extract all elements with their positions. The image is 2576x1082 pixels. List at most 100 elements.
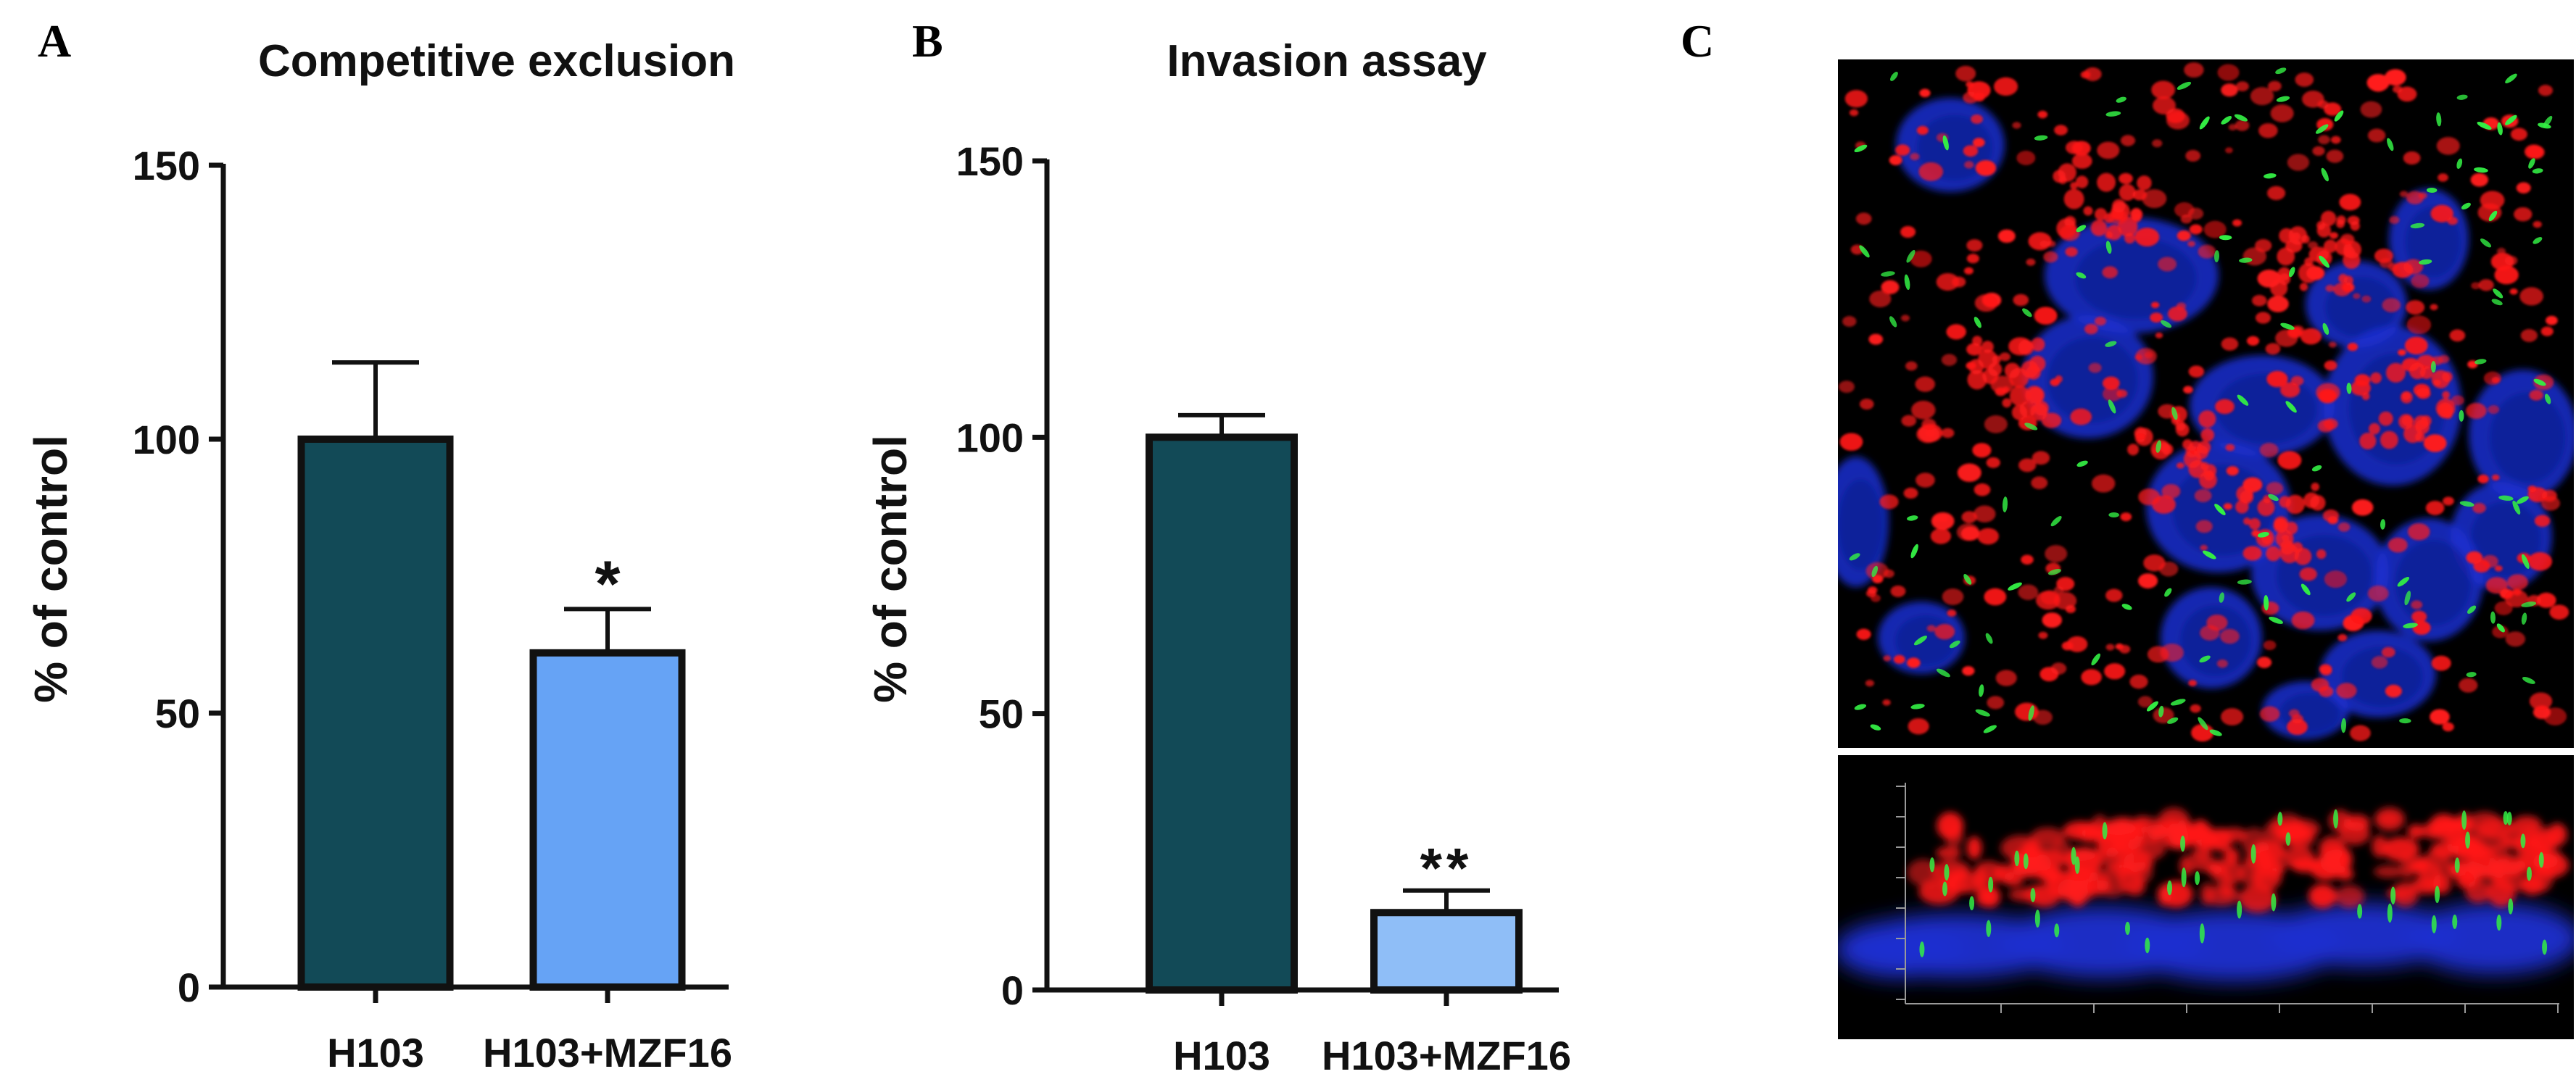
cell-cluster-dot	[2409, 362, 2426, 380]
cell-cluster-dot	[1972, 336, 1983, 346]
cell-speckle	[2151, 80, 2176, 99]
side-bacterium	[1919, 941, 1925, 957]
cell-speckle	[2292, 325, 2304, 335]
cell-cluster-dot	[2437, 402, 2453, 419]
cell-speckle	[2102, 266, 2119, 279]
cell-speckle	[2322, 509, 2340, 523]
cell-cluster-dot	[1981, 341, 1994, 353]
cell-speckle	[2091, 474, 2116, 493]
cell-speckle	[2300, 328, 2322, 345]
cell-speckle	[2045, 545, 2068, 562]
bacterium	[2177, 81, 2192, 90]
cell-speckle	[2418, 192, 2427, 199]
bacterium	[1975, 709, 1990, 717]
cell-speckle	[1905, 361, 1918, 371]
cell-speckle	[2411, 610, 2427, 623]
cell-cluster-dot	[2370, 372, 2382, 384]
cell-speckle	[2263, 640, 2277, 651]
cell-speckle	[2412, 620, 2431, 635]
cell-cluster-dot	[2056, 218, 2077, 239]
bacterium	[2209, 729, 2222, 736]
cell-speckle	[2026, 258, 2036, 266]
bacterium	[2410, 222, 2425, 229]
cell-speckle	[2431, 655, 2451, 671]
cell-cluster-dot	[2378, 411, 2393, 426]
cell-cluster-dot	[2200, 462, 2209, 470]
cell-cluster-dot	[2055, 375, 2063, 383]
cell-speckle	[2291, 611, 2315, 630]
y-tick-label: 100	[133, 417, 200, 462]
cell-speckle	[2470, 172, 2489, 187]
cell-speckle	[2232, 219, 2242, 227]
cell-speckle	[1955, 65, 1976, 82]
side-cell-speckle	[2512, 815, 2541, 832]
cell-speckle	[1997, 229, 2016, 244]
cell-speckle	[1869, 290, 1892, 308]
cell-cluster-dot	[2316, 250, 2332, 266]
cell-speckle	[1962, 666, 1975, 676]
side-cell-speckle	[2190, 849, 2212, 861]
bacterium	[2105, 241, 2112, 254]
side-bacterium	[2102, 822, 2108, 840]
cell-speckle	[2120, 512, 2132, 522]
side-cell-speckle	[2283, 824, 2316, 849]
cell-speckle	[2367, 128, 2386, 143]
y-tick-label: 50	[979, 691, 1024, 737]
bacterium	[2105, 341, 2117, 347]
cell-speckle	[2217, 64, 2240, 81]
cell-speckle	[1975, 159, 1997, 176]
side-nucleus	[1838, 920, 1965, 978]
bacterium	[2459, 501, 2474, 507]
cell-speckle	[2043, 251, 2058, 263]
bacterium	[2146, 701, 2158, 712]
bacterium	[1963, 574, 1972, 585]
cell-speckle	[2084, 323, 2098, 335]
side-cell-speckle	[1936, 846, 1962, 860]
cell-speckle	[2266, 482, 2284, 496]
cell-speckle	[2520, 329, 2538, 342]
x-tick-label: H103	[327, 1030, 424, 1075]
cell-speckle	[1883, 569, 1894, 578]
cell-speckle	[2280, 382, 2300, 398]
bacterium	[2213, 250, 2220, 262]
bacterium	[2268, 494, 2279, 502]
cell-speckle	[2337, 522, 2351, 532]
cell-speckle	[2250, 87, 2274, 106]
cell-speckle	[1839, 433, 1863, 451]
cell-speckle	[2105, 644, 2115, 651]
cell-speckle	[2308, 241, 2319, 249]
cell-speckle	[2385, 684, 2402, 698]
cell-speckle	[2529, 692, 2553, 710]
cell-speckle	[2524, 144, 2543, 159]
cell-speckle	[2070, 408, 2092, 425]
cell-speckle	[2532, 220, 2542, 228]
bacterium	[2008, 582, 2022, 591]
significance-marker: *	[595, 548, 620, 620]
cell-speckle	[2033, 709, 2053, 725]
cell-speckle	[1839, 380, 1855, 394]
side-cell-speckle	[2407, 824, 2425, 839]
bacteria-stain-layer	[1849, 67, 2553, 736]
cell-cluster-dot	[2403, 424, 2422, 444]
cell-speckle	[2512, 588, 2522, 596]
cell-speckle	[1865, 679, 1874, 687]
bacterium	[2219, 592, 2224, 603]
cell-speckle	[2326, 149, 2344, 163]
cell-speckle	[2018, 458, 2037, 473]
cell-speckle	[2494, 601, 2513, 615]
bacterium	[2538, 122, 2551, 129]
cell-speckle	[2016, 150, 2036, 165]
cell-cluster-dot	[2137, 175, 2152, 191]
bacterium	[2199, 116, 2210, 130]
cell-speckle	[2228, 124, 2237, 131]
cell-speckle	[2255, 312, 2271, 324]
cell-speckle	[2018, 584, 2039, 600]
cell-speckle	[2324, 360, 2337, 371]
cell-speckle	[2040, 590, 2060, 605]
cell-speckle	[2270, 104, 2294, 122]
bacterium	[2497, 122, 2503, 136]
cell-speckle	[2360, 101, 2382, 118]
cell-cluster-dot	[2008, 367, 2029, 388]
chart-title: Invasion assay	[1167, 36, 1487, 86]
cell-cluster-dot	[2083, 206, 2093, 216]
